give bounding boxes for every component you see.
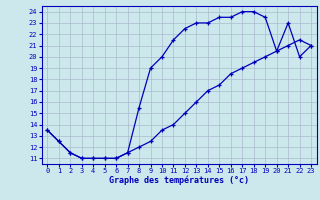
X-axis label: Graphe des températures (°c): Graphe des températures (°c) [109,176,249,185]
